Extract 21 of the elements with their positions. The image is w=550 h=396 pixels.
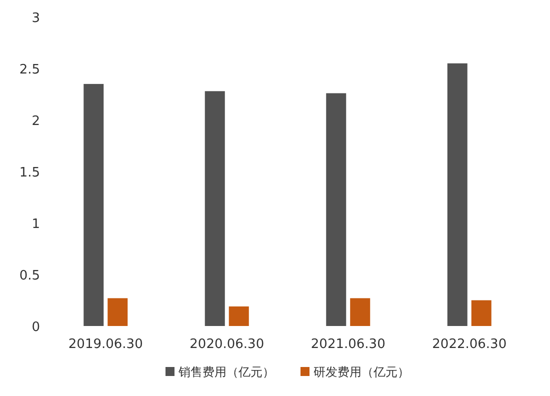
bar [447, 63, 468, 326]
bar [108, 298, 128, 326]
x-tick-label: 2019.06.30 [68, 337, 143, 352]
bar [228, 306, 249, 326]
legend-label: 研发费用（亿元） [314, 365, 410, 379]
y-tick-label: 1 [32, 217, 40, 232]
x-tick-label: 2020.06.30 [190, 337, 264, 352]
y-tick-label: 1.5 [19, 166, 40, 180]
legend-label: 销售费用（亿元） [178, 365, 274, 379]
y-tick-label: 0 [32, 320, 40, 335]
x-tick-label: 2022.06.30 [432, 337, 507, 352]
y-tick-label: 2.5 [19, 62, 40, 78]
bar [204, 91, 225, 326]
bar [326, 93, 346, 326]
y-tick-label: 3 [32, 11, 40, 26]
y-tick-label: 2 [32, 114, 40, 129]
bar [471, 300, 492, 326]
bar [84, 84, 104, 326]
y-tick-label: 0.5 [19, 268, 40, 284]
bar [350, 298, 370, 326]
x-tick-label: 2021.06.30 [310, 337, 386, 352]
